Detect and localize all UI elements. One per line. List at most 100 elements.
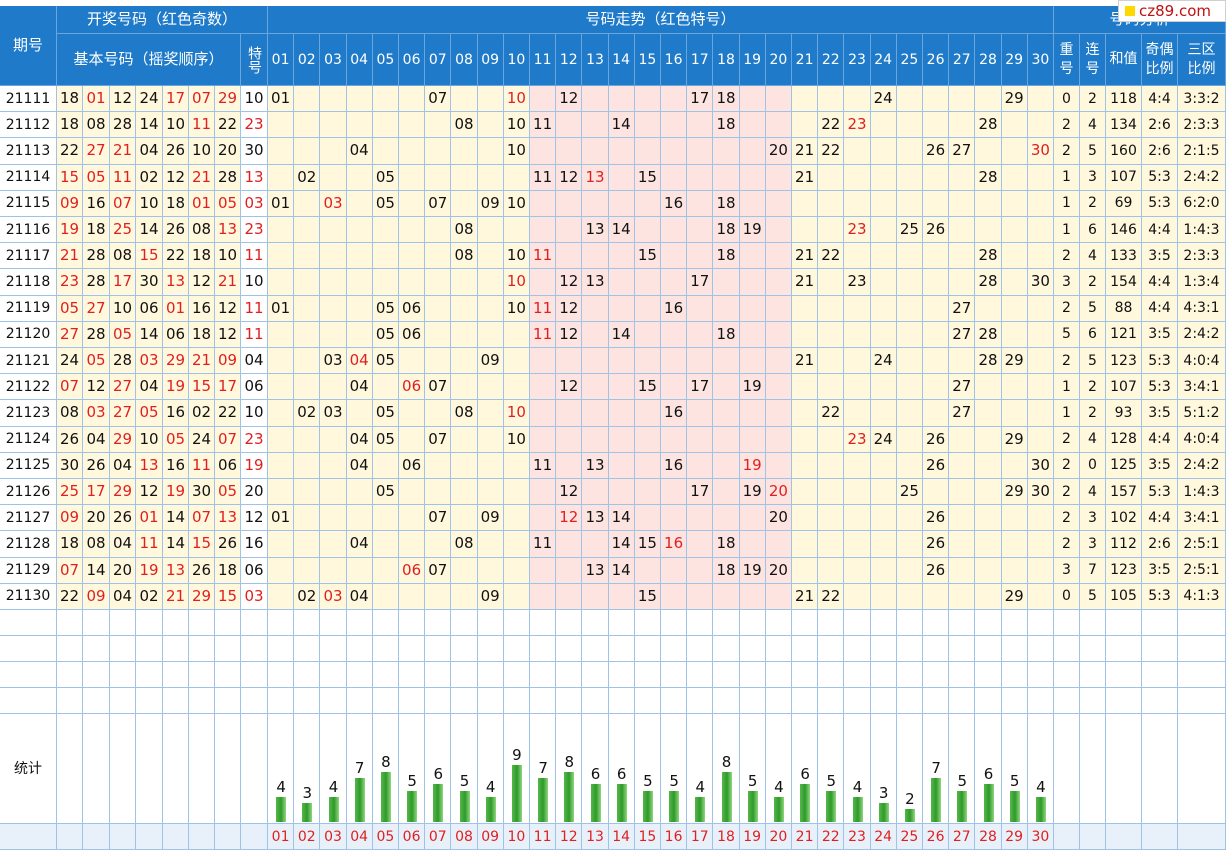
trend-number: 26: [923, 505, 950, 532]
trend-number: 10: [503, 138, 530, 165]
trend-cell: [687, 217, 714, 244]
empty-cell: [687, 688, 714, 714]
footer-number-03: 03: [320, 824, 347, 850]
trend-number: 05: [372, 190, 399, 217]
empty-cell: [372, 662, 399, 688]
repeat-value: 1: [1054, 400, 1080, 427]
footer-cell: [110, 824, 136, 850]
empty-cell: [346, 610, 373, 636]
trend-cell: [1001, 138, 1028, 165]
trend-cell: [713, 269, 740, 296]
trend-cell: [372, 557, 399, 584]
draw-number: 26: [189, 557, 215, 584]
trend-cell: [765, 269, 792, 296]
count-bar: [983, 784, 994, 822]
empty-cell: [294, 636, 321, 662]
empty-cell: [268, 662, 295, 688]
odd-even-value: 3:5: [1142, 243, 1178, 270]
trend-number: 10: [503, 112, 530, 139]
header-number-02: 02: [294, 34, 321, 86]
period-cell: 21122: [0, 374, 57, 401]
trend-cell: [923, 269, 950, 296]
trend-cell: [634, 190, 661, 217]
sum-value: 123: [1106, 557, 1142, 584]
trend-cell: [818, 295, 845, 322]
empty-cell: [1001, 636, 1028, 662]
header-odd-even: 奇偶比例: [1142, 34, 1178, 86]
repeat-value: 0: [1054, 86, 1080, 113]
draw-number: 11: [189, 112, 215, 139]
trend-cell: [818, 86, 845, 113]
empty-cell: [870, 688, 897, 714]
header-trend: 号码走势（红色特号）: [268, 6, 1054, 34]
trend-cell: [320, 269, 347, 296]
header-number-18: 18: [713, 34, 740, 86]
empty-cell: [1142, 688, 1178, 714]
draw-number: 09: [215, 348, 241, 375]
trend-number: 12: [556, 86, 583, 113]
empty-cell: [163, 688, 189, 714]
trend-cell: [792, 86, 819, 113]
repeat-value: 2: [1054, 479, 1080, 506]
count-label: 8: [564, 752, 575, 771]
trend-number: 29: [1001, 426, 1028, 453]
trend-cell: [792, 426, 819, 453]
trend-cell: [923, 164, 950, 191]
trend-cell: [923, 348, 950, 375]
trend-cell: [792, 295, 819, 322]
trend-cell: [503, 557, 530, 584]
trend-number: 21: [792, 348, 819, 375]
trend-cell: [739, 190, 766, 217]
consecutive-value: 4: [1080, 426, 1106, 453]
draw-number: 15: [57, 164, 83, 191]
trend-number: 02: [294, 164, 321, 191]
trend-number: 04: [346, 348, 373, 375]
draw-number: 26: [163, 217, 189, 244]
trend-cell: [425, 112, 452, 139]
empty-cell: [399, 610, 426, 636]
trend-cell: [687, 348, 714, 375]
trend-cell: [896, 583, 923, 610]
empty-cell: [451, 662, 478, 688]
draw-number: 25: [110, 217, 136, 244]
trend-number: 29: [1001, 86, 1028, 113]
special-number: 23: [241, 112, 268, 139]
empty-cell: [1027, 636, 1054, 662]
odd-even-value: 5:3: [1142, 190, 1178, 217]
draw-number: 04: [110, 583, 136, 610]
trend-number: 19: [739, 452, 766, 479]
trend-cell: [320, 452, 347, 479]
trend-cell: [556, 112, 583, 139]
trend-cell: [818, 190, 845, 217]
trend-cell: [765, 583, 792, 610]
trend-cell: [451, 164, 478, 191]
trend-cell: [268, 426, 295, 453]
trend-number: 12: [556, 321, 583, 348]
draw-number: 16: [83, 190, 110, 217]
trend-number: 15: [634, 243, 661, 270]
zone-value: 3:4:1: [1178, 374, 1226, 401]
trend-cell: [634, 86, 661, 113]
header-number-25: 25: [896, 34, 923, 86]
odd-even-value: 4:4: [1142, 426, 1178, 453]
trend-cell: [320, 505, 347, 532]
repeat-value: 2: [1054, 112, 1080, 139]
footer-number-26: 26: [923, 824, 950, 850]
trend-cell: [556, 243, 583, 270]
draw-number: 13: [136, 452, 163, 479]
empty-cell: [634, 662, 661, 688]
trend-cell: [818, 479, 845, 506]
empty-cell: [110, 662, 136, 688]
trend-cell: [477, 164, 504, 191]
trend-cell: [870, 452, 897, 479]
empty-cell: [949, 688, 976, 714]
draw-number: 15: [215, 583, 241, 610]
empty-cell: [425, 610, 452, 636]
trend-cell: [425, 138, 452, 165]
trend-cell: [818, 531, 845, 558]
site-logo[interactable]: cz89.com: [1118, 0, 1226, 22]
empty-cell: [503, 662, 530, 688]
trend-cell: [451, 583, 478, 610]
footer-number-29: 29: [1001, 824, 1028, 850]
zone-value: 1:4:3: [1178, 479, 1226, 506]
